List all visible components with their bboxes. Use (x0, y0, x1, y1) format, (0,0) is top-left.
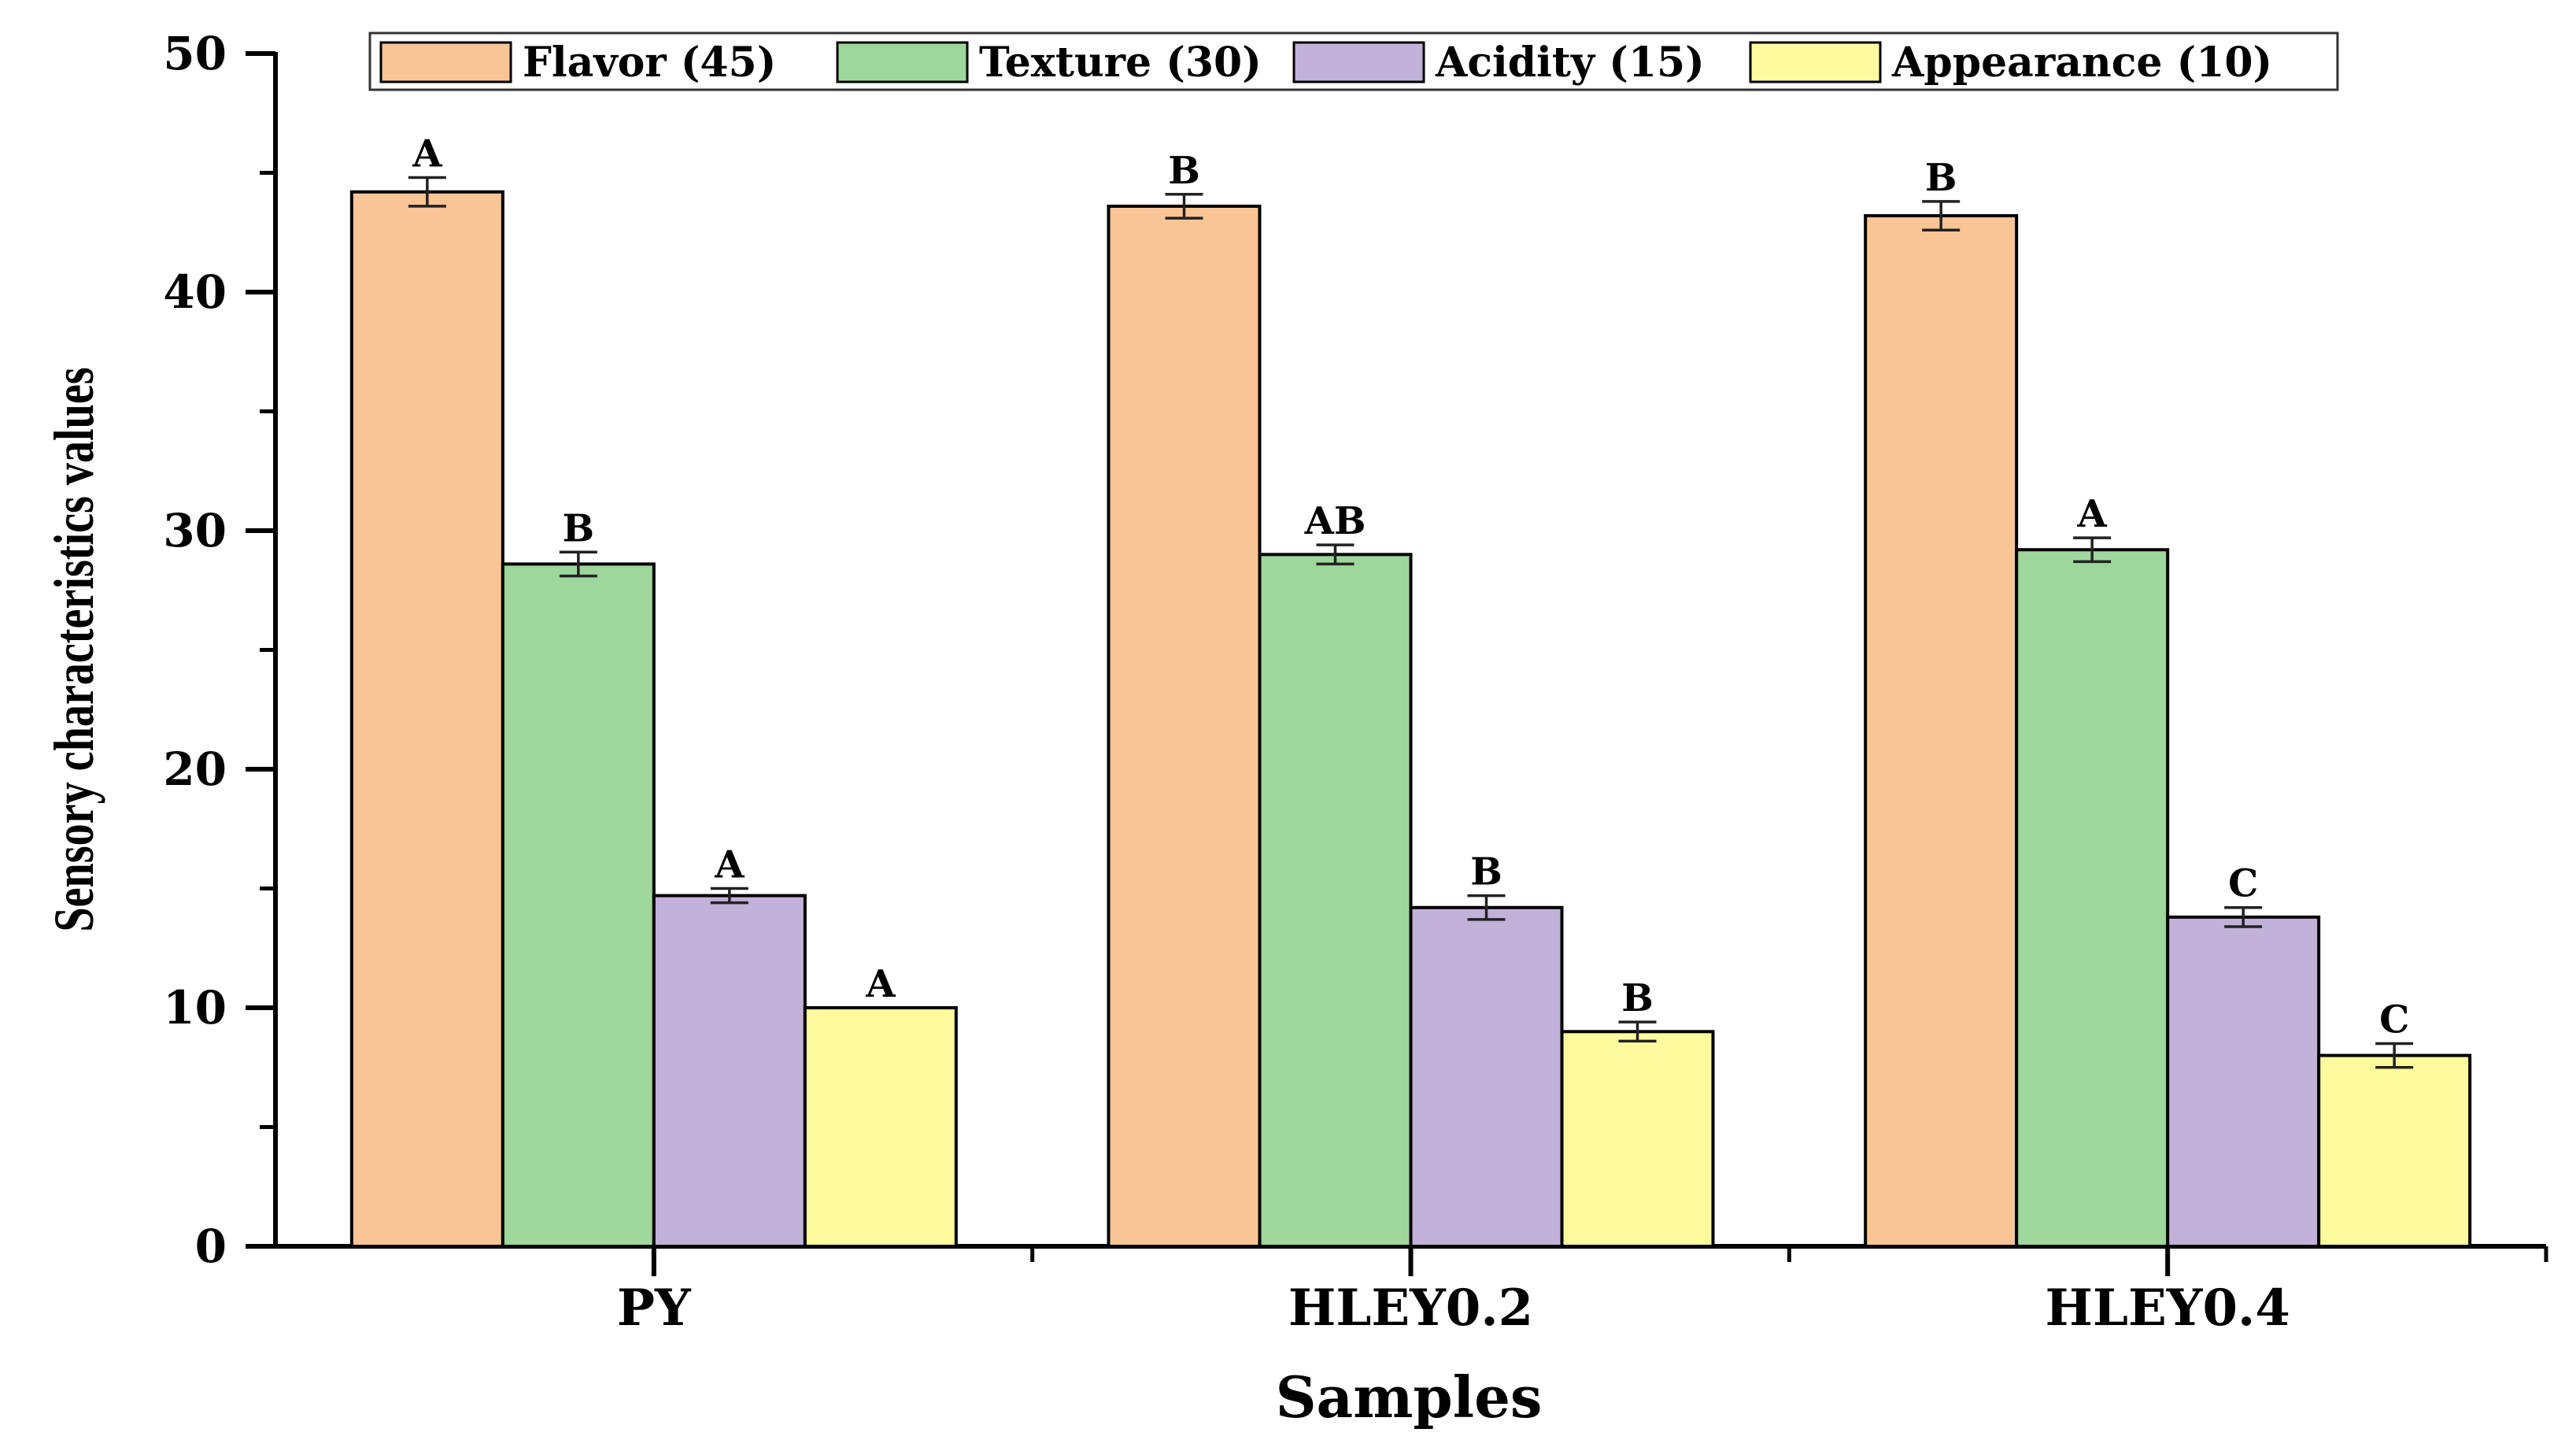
significance-letter: AB (1304, 499, 1366, 543)
significance-letter: A (2077, 492, 2108, 536)
significance-letter: A (412, 132, 442, 176)
bar (803, 1006, 958, 1248)
y-tick-label: 0 (195, 1220, 227, 1273)
bar (652, 894, 807, 1248)
bar (349, 190, 504, 1249)
y-axis-label: Sensory characteristics values (42, 367, 105, 931)
legend-swatch (1749, 41, 1882, 83)
bar (1560, 1030, 1715, 1249)
bar (1107, 204, 1262, 1248)
significance-letter: B (1470, 850, 1502, 894)
x-tick-label: PY (617, 1279, 692, 1338)
legend-swatch (836, 41, 969, 83)
significance-letter: C (2379, 998, 2409, 1042)
bar (2317, 1053, 2472, 1248)
error-bars-group (408, 176, 2414, 1069)
bar (501, 562, 656, 1248)
y-tick-label: 10 (163, 981, 227, 1035)
bar (1864, 214, 2019, 1248)
x-axis-label: Samples (1276, 1364, 1543, 1431)
x-tick-label: HLEY0.4 (2046, 1279, 2290, 1338)
y-tick-label: 20 (163, 742, 227, 796)
bar (2166, 915, 2321, 1248)
bars-group (349, 190, 2472, 1249)
legend-label: Appearance (10) (1891, 39, 2272, 87)
significance-letter: A (714, 843, 745, 887)
legend-label: Flavor (45) (523, 39, 776, 87)
legend-swatch (379, 41, 512, 83)
significance-letter: A (865, 962, 896, 1006)
x-tick-label: HLEY0.2 (1288, 1279, 1533, 1338)
legend: Flavor (45) Texture (30) Acidity (15) Appea… (368, 31, 2339, 91)
significance-letter: B (1621, 976, 1654, 1020)
bar (2015, 548, 2170, 1248)
legend-label: Acidity (15) (1435, 39, 1705, 87)
significance-letter: B (563, 506, 595, 550)
legend-label: Texture (30) (979, 39, 1262, 87)
significance-letter: B (1168, 149, 1200, 193)
y-tick-label: 40 (163, 265, 227, 319)
bar (1258, 553, 1413, 1248)
significance-letter: B (1925, 156, 1957, 200)
y-tick-label: 30 (163, 504, 227, 557)
legend-swatch (1292, 41, 1425, 83)
bar (1409, 905, 1564, 1248)
y-tick-label: 50 (163, 27, 227, 80)
significance-letter: C (2228, 862, 2258, 906)
